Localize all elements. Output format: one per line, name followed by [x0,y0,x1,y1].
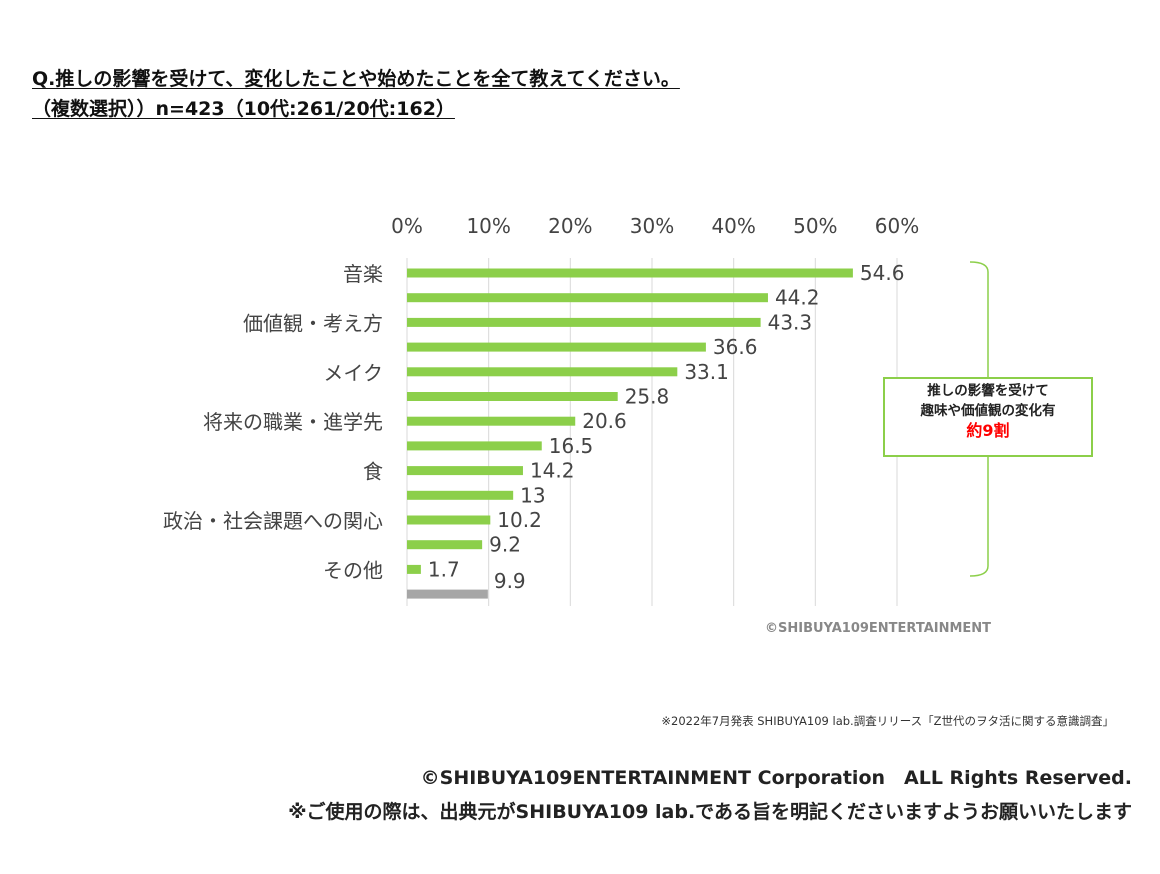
data-label: 1.7 [428,557,460,581]
data-label: 54.6 [860,261,905,285]
x-tick-label: 60% [875,214,919,238]
callout-box: 推しの影響を受けて 趣味や価値観の変化有 約9割 [883,377,1093,457]
bar [407,293,768,303]
data-label: 16.5 [549,434,594,458]
usage-note: ※ご使用の際は、出典元がSHIBUYA109 lab.である旨を明記くださいます… [288,801,1132,823]
x-tick-label: 40% [711,214,755,238]
category-label: 音楽 [343,262,383,286]
category-label: 将来の職業・進学先 [203,410,383,434]
data-label: 14.2 [530,459,575,483]
data-label: 13 [520,483,545,507]
bar [407,540,483,550]
category-label: 政治・社会課題への関心 [163,509,383,533]
copyright-footer: ©SHIBUYA109ENTERTAINMENT Corporation ALL… [420,767,1132,789]
category-label: メイク [323,361,383,385]
bar [407,392,618,401]
watermark: ©SHIBUYA109ENTERTAINMENT [765,621,992,636]
bar [407,564,421,574]
bar [407,589,488,599]
data-label: 43.3 [768,310,813,334]
bar [407,416,576,426]
x-tick-label: 0% [391,214,423,238]
data-label: 9.2 [489,533,521,557]
data-label: 36.6 [713,335,758,359]
bar [407,317,761,327]
bar [407,367,678,377]
source-note: ※2022年7月発表 SHIBUYA109 lab.調査リリース「Z世代のヲタ活… [661,714,1114,728]
callout-highlight: 約9割 [966,421,1010,440]
bar [407,268,853,278]
callout-line1: 推しの影響を受けて [927,383,1049,399]
callout-line2: 趣味や価値観の変化有 [920,403,1056,419]
category-label: その他 [323,558,383,582]
x-tick-label: 10% [466,214,510,238]
bar [407,342,706,352]
bar [407,515,491,525]
x-tick-label: 20% [548,214,592,238]
x-tick-label: 50% [793,214,837,238]
x-tick-label: 30% [630,214,674,238]
data-label: 9.9 [494,569,526,593]
chart-title-line2: （複数選択））n=423（10代:261/20代:162） [32,98,455,120]
bar [407,490,514,500]
bar [407,466,523,476]
category-label: 食 [363,460,383,484]
data-label: 33.1 [684,360,729,384]
category-label: 価値観・考え方 [243,311,383,335]
data-label: 20.6 [582,409,627,433]
data-label: 25.8 [625,385,670,409]
data-label: 10.2 [497,508,542,532]
data-label: 44.2 [775,286,820,310]
chart-title-line1: Q.推しの影響を受けて、変化したことや始めたことを全て教えてください。 [32,68,680,90]
bar [407,441,542,451]
